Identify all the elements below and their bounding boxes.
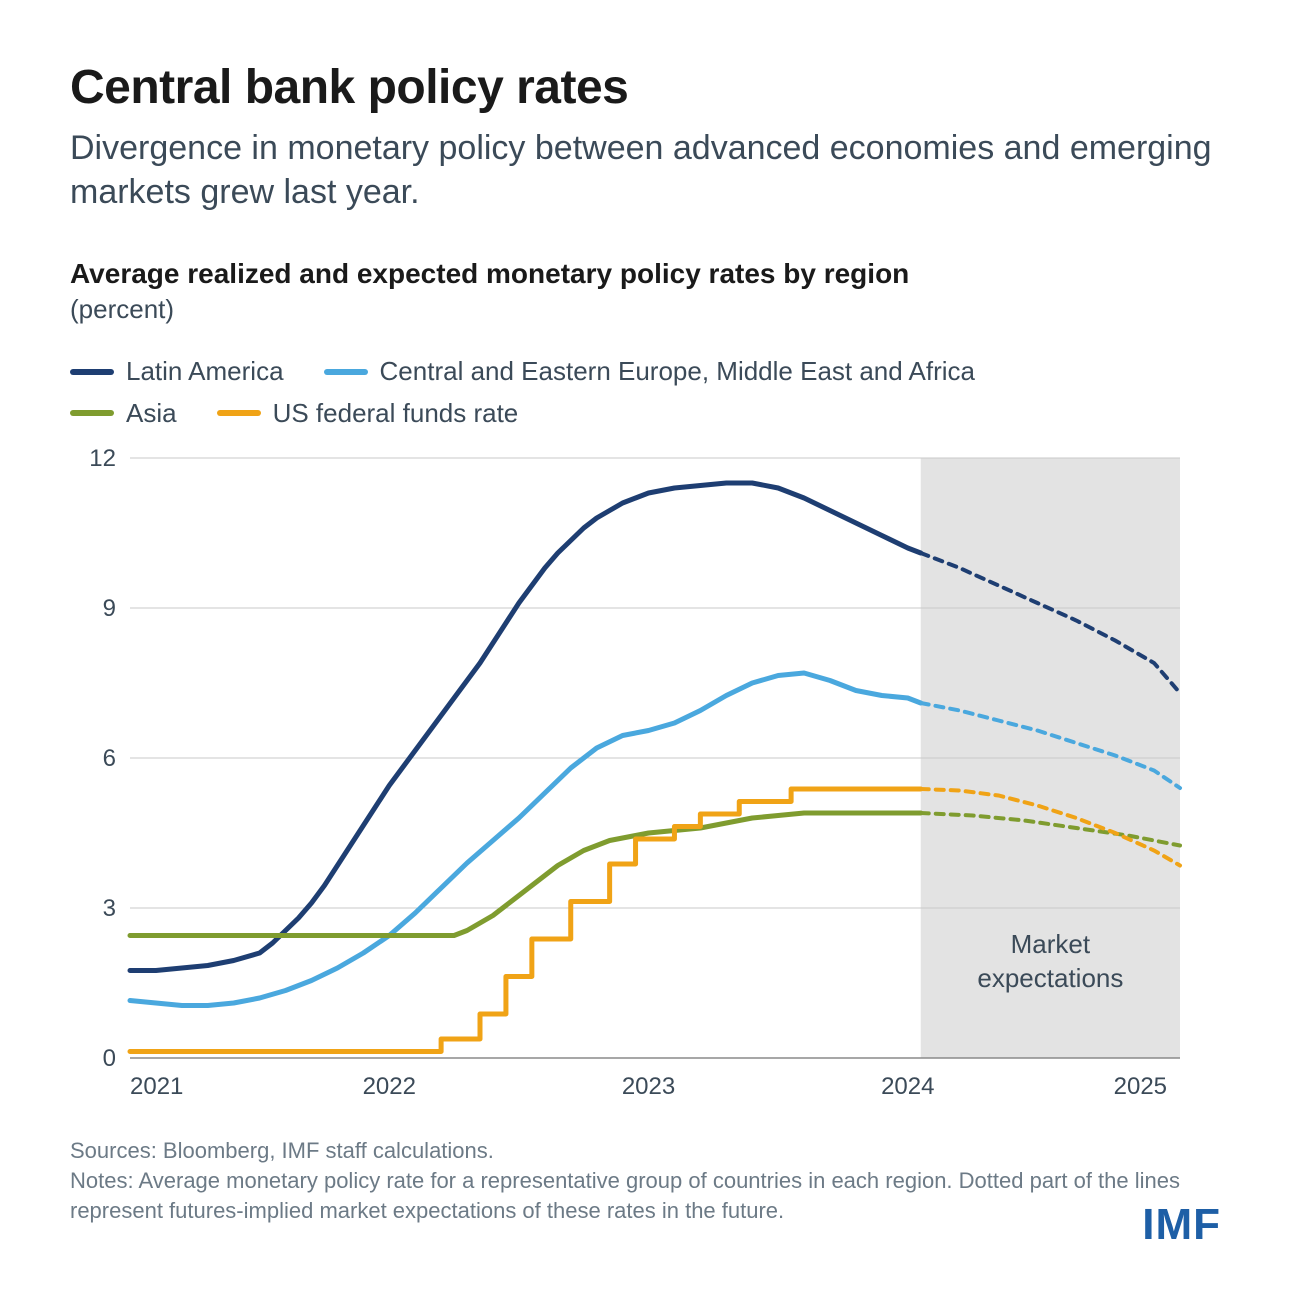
legend-swatch	[70, 410, 114, 416]
legend-label: Asia	[126, 393, 177, 435]
chart-title: Average realized and expected monetary p…	[70, 258, 1231, 290]
legend-item-latin_america: Latin America	[70, 351, 284, 393]
x-tick-label: 2023	[622, 1073, 675, 1100]
x-tick-label: 2024	[881, 1073, 934, 1100]
forecast-label: Market	[1011, 929, 1091, 959]
y-tick-label: 9	[103, 595, 116, 622]
legend-item-ceemea: Central and Eastern Europe, Middle East …	[324, 351, 975, 393]
series-us_ffr	[130, 789, 921, 1052]
legend-item-asia: Asia	[70, 393, 177, 435]
legend-swatch	[217, 410, 261, 416]
y-tick-label: 12	[89, 448, 116, 472]
chart-legend: Latin America Central and Eastern Europe,…	[70, 351, 1231, 434]
sources-text: Sources: Bloomberg, IMF staff calculatio…	[70, 1136, 1231, 1166]
chart-svg: 0 3 6 9 12 2021 2022 2023 2024 2025 Market expectat…	[70, 448, 1190, 1108]
legend-swatch	[324, 369, 368, 375]
legend-label: US federal funds rate	[273, 393, 519, 435]
series-asia	[130, 813, 921, 936]
legend-item-us_ffr: US federal funds rate	[217, 393, 519, 435]
notes-text: Notes: Average monetary policy rate for …	[70, 1166, 1231, 1225]
page-title: Central bank policy rates	[70, 60, 1231, 115]
chart-unit: (percent)	[70, 294, 1231, 325]
x-tick-label: 2025	[1114, 1073, 1167, 1100]
chart-area: 0 3 6 9 12 2021 2022 2023 2024 2025 Market expectat…	[70, 448, 1190, 1108]
page: Central bank policy rates Divergence in …	[0, 0, 1301, 1300]
page-subtitle: Divergence in monetary policy between ad…	[70, 127, 1231, 214]
y-tick-label: 3	[103, 895, 116, 922]
chart-footer: Sources: Bloomberg, IMF staff calculatio…	[70, 1136, 1231, 1225]
y-tick-label: 0	[103, 1045, 116, 1072]
legend-label: Central and Eastern Europe, Middle East …	[380, 351, 975, 393]
x-tick-label: 2022	[363, 1073, 416, 1100]
imf-logo: IMF	[1142, 1200, 1221, 1250]
series-latin_america	[130, 483, 921, 971]
x-tick-label: 2021	[130, 1073, 183, 1100]
legend-swatch	[70, 369, 114, 375]
forecast-label: expectations	[977, 963, 1123, 993]
y-tick-label: 6	[103, 745, 116, 772]
legend-label: Latin America	[126, 351, 284, 393]
